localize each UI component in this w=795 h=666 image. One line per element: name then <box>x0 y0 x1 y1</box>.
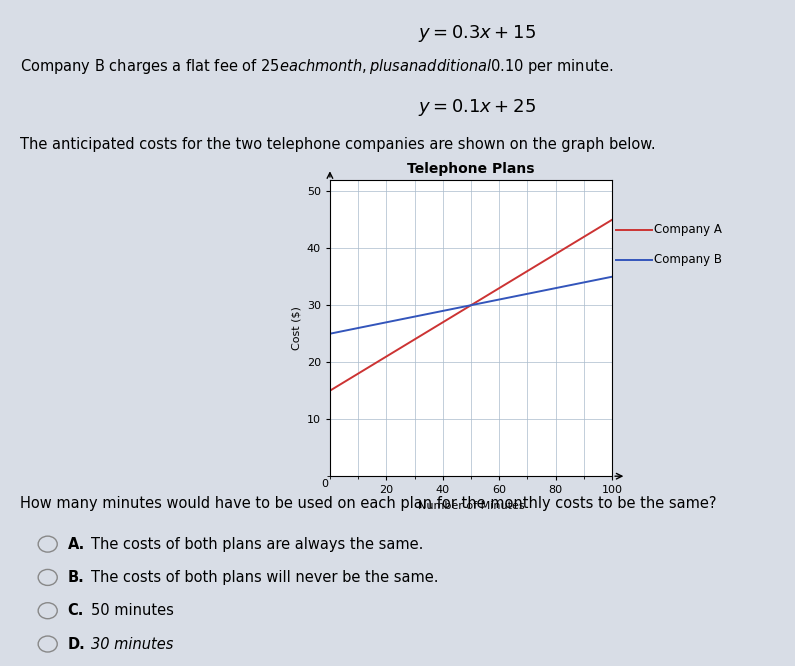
Text: The costs of both plans will never be the same.: The costs of both plans will never be th… <box>91 570 439 585</box>
Text: C.: C. <box>68 603 84 618</box>
Text: The anticipated costs for the two telephone companies are shown on the graph bel: The anticipated costs for the two teleph… <box>20 137 656 152</box>
Text: How many minutes would have to be used on each plan for the monthly costs to be : How many minutes would have to be used o… <box>20 496 716 511</box>
Title: Telephone Plans: Telephone Plans <box>407 162 535 176</box>
Text: Company B: Company B <box>654 253 723 266</box>
Text: Company A: Company A <box>654 223 722 236</box>
Text: The costs of both plans are always the same.: The costs of both plans are always the s… <box>91 537 424 551</box>
Text: B.: B. <box>68 570 84 585</box>
Text: 50 minutes: 50 minutes <box>91 603 174 618</box>
Text: 0: 0 <box>321 479 328 489</box>
Text: D.: D. <box>68 637 85 651</box>
Text: $y = 0.3x + 15$: $y = 0.3x + 15$ <box>418 23 536 45</box>
Y-axis label: Cost ($): Cost ($) <box>291 306 301 350</box>
Text: A.: A. <box>68 537 85 551</box>
Text: Company B charges a flat fee of $25 each month, plus an additional $0.10 per min: Company B charges a flat fee of $25 each… <box>20 57 613 76</box>
X-axis label: Number of Minutes: Number of Minutes <box>417 501 525 511</box>
Text: $y = 0.1x + 25$: $y = 0.1x + 25$ <box>418 97 536 118</box>
Text: 30 minutes: 30 minutes <box>91 637 174 651</box>
